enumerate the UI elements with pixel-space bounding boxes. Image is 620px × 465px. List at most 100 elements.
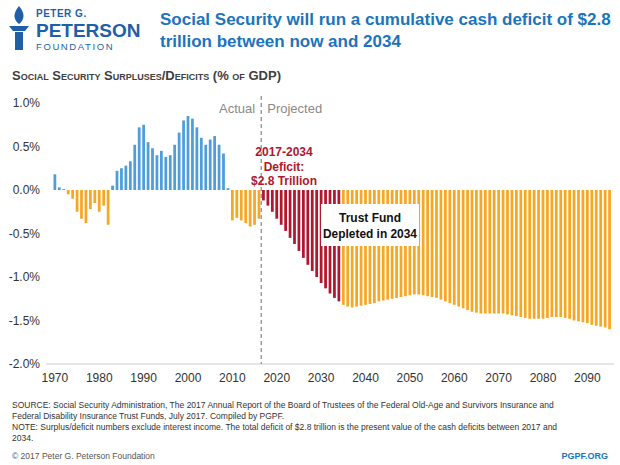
y-tick-label: -0.5%: [9, 227, 41, 241]
bar: [573, 190, 576, 321]
bar: [67, 190, 70, 194]
x-tick-label: 2070: [485, 371, 512, 385]
bar: [249, 190, 252, 227]
bar: [244, 190, 247, 223]
bar: [218, 145, 221, 190]
bar: [453, 190, 456, 305]
y-tick-label: -2.0%: [9, 357, 41, 371]
bar: [497, 190, 500, 314]
x-tick-label: 1970: [42, 371, 69, 385]
bar: [311, 190, 314, 271]
bar: [493, 190, 496, 314]
x-axis-line: [46, 364, 614, 365]
bar: [471, 190, 474, 312]
x-tick-label: 2060: [441, 371, 468, 385]
source: Federal Disability Insurance Trust Funds…: [12, 411, 284, 421]
bar: [267, 190, 270, 206]
bar: [275, 190, 278, 219]
bar: [533, 190, 536, 319]
bar: [280, 190, 283, 225]
y-tick-label: 1.0%: [13, 96, 41, 110]
logo-flame: [14, 6, 23, 24]
bar: [173, 145, 176, 190]
bar: [93, 190, 96, 203]
annotation: Trust Fund: [339, 211, 401, 225]
x-tick-label: 2020: [263, 371, 290, 385]
bar: [537, 190, 540, 319]
bar: [559, 190, 562, 317]
bar: [142, 125, 145, 190]
bars: [54, 116, 611, 329]
bar: [577, 190, 580, 321]
bar: [555, 190, 558, 317]
x-tick-label: 2030: [308, 371, 335, 385]
bar: [164, 157, 167, 190]
site: PGPF.ORG: [561, 451, 608, 461]
x-tick-label: 2050: [397, 371, 424, 385]
bar: [222, 153, 225, 190]
logo-text: FOUNDATION: [36, 41, 114, 52]
annotation: Projected: [267, 101, 322, 116]
bar: [426, 190, 429, 296]
bar: [213, 136, 216, 190]
bar: [62, 189, 65, 191]
bar: [169, 155, 172, 190]
bar: [484, 190, 487, 314]
bar: [160, 151, 163, 190]
bar: [511, 190, 514, 315]
y-tick-label: -1.5%: [9, 314, 41, 328]
x-tick-label: 2080: [530, 371, 557, 385]
x-tick-label: 1980: [86, 371, 113, 385]
x-tick-label: 2000: [175, 371, 202, 385]
annotation: Depleted in 2034: [323, 227, 417, 241]
title: trillion between now and 2034: [160, 32, 401, 51]
y-tick-label: -1.0%: [9, 270, 41, 284]
annotation: $2.8 Trillion: [251, 174, 317, 188]
page: {"logo": ["PETER G.", "PETERSON", "FOUND…: [0, 0, 620, 465]
logo-text: PETER G.: [36, 8, 87, 19]
subtitle: Social Security Surpluses/Deficits (% of…: [12, 68, 281, 83]
bar: [54, 174, 57, 190]
bar: [457, 190, 460, 307]
bar: [546, 190, 549, 318]
bar: [298, 190, 301, 251]
bar: [440, 190, 443, 300]
x-tick-label: 2040: [352, 371, 379, 385]
bar: [435, 190, 438, 298]
bar: [107, 190, 110, 225]
bar: [85, 190, 88, 223]
bar: [204, 145, 207, 190]
annotation: Deficit:: [264, 160, 305, 174]
bar: [604, 190, 607, 327]
annotation: 2017-2034: [255, 145, 313, 159]
bar: [315, 190, 318, 277]
bar: [590, 190, 593, 325]
background: [0, 0, 620, 465]
bar: [227, 188, 230, 190]
note: 2034.: [12, 433, 33, 443]
x-tick-label: 2090: [574, 371, 601, 385]
bar: [271, 190, 274, 212]
bar: [608, 190, 611, 329]
bar: [156, 155, 159, 190]
annotation-box: [321, 204, 419, 246]
bar: [524, 190, 527, 318]
bar: [76, 190, 79, 212]
bar: [293, 190, 296, 244]
bar: [258, 190, 261, 219]
y-tick-label: 0.5%: [13, 140, 41, 154]
bar: [568, 190, 571, 319]
bar: [422, 190, 425, 295]
logo-handle: [15, 32, 23, 50]
bar: [116, 171, 119, 190]
bar: [200, 138, 203, 190]
bar: [306, 190, 309, 265]
bar: [147, 142, 150, 190]
note: NOTE: Surplus/deficit numbers exclude in…: [12, 422, 557, 432]
bar: [253, 190, 256, 225]
bar: [178, 133, 181, 190]
bar: [129, 161, 132, 190]
bar: [98, 190, 101, 212]
bar: [240, 190, 243, 220]
bar: [302, 190, 305, 258]
